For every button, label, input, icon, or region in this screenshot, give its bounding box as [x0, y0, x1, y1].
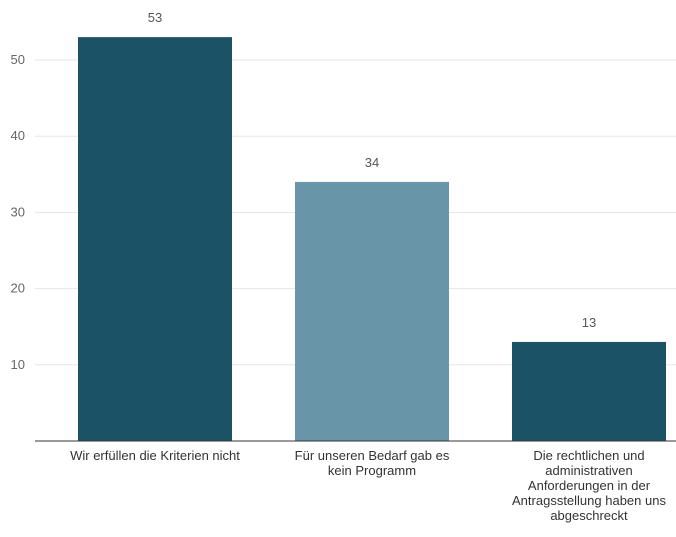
bar-1 — [78, 37, 232, 441]
y-tick-label-20: 20 — [11, 281, 25, 296]
y-tick-label-10: 10 — [11, 357, 25, 372]
value-labels: 53 34 13 — [148, 10, 596, 330]
category-label-2: Für unseren Bedarf gab es kein Programm — [294, 448, 450, 478]
category-label-1: Wir erfüllen die Kriterien nicht — [70, 448, 240, 463]
value-label-1: 53 — [148, 10, 162, 25]
category-label-3: Die rechtlichen und administrativen Anfo… — [512, 448, 666, 523]
bar-3 — [512, 341, 666, 441]
y-tick-label-40: 40 — [11, 128, 25, 143]
value-label-3: 13 — [582, 315, 596, 330]
value-label-2: 34 — [365, 155, 379, 170]
y-tick-label-50: 50 — [11, 52, 25, 67]
y-axis-ticks: 10 20 30 40 50 — [11, 52, 25, 372]
bars — [78, 37, 666, 442]
bar-2 — [295, 181, 449, 442]
y-tick-label-30: 30 — [11, 204, 25, 219]
